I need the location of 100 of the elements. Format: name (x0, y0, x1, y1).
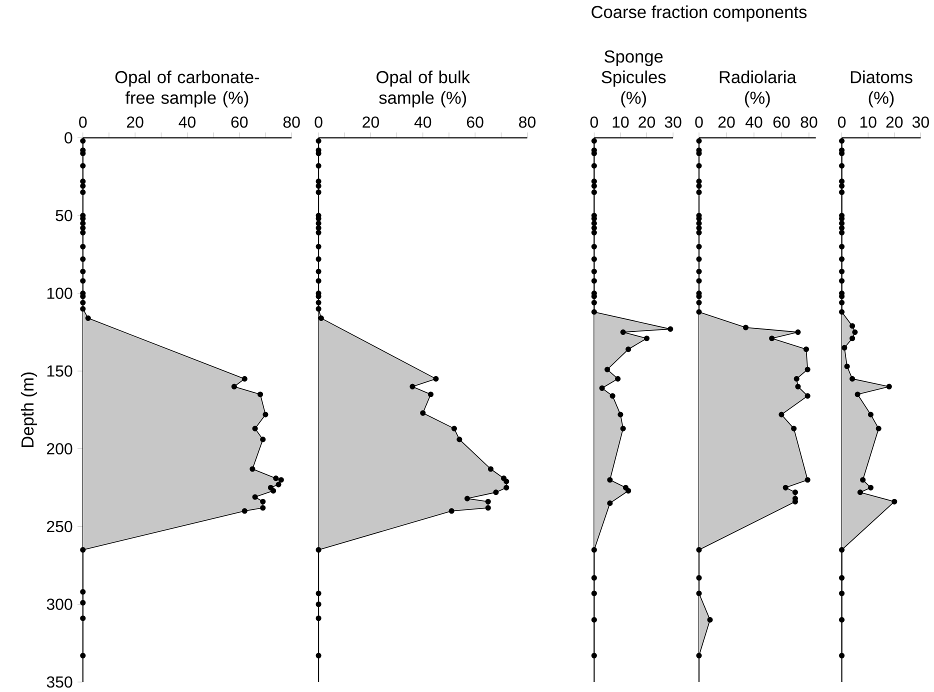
point (795, 329, 801, 335)
x-tick-label: 80 (283, 116, 300, 128)
point (842, 344, 848, 350)
point (839, 183, 845, 189)
point (792, 489, 798, 496)
point (591, 230, 597, 236)
point (604, 366, 610, 372)
x-tick-label: 40 (178, 116, 196, 128)
point (615, 376, 621, 382)
point (316, 615, 322, 622)
point (696, 278, 702, 284)
point (316, 268, 322, 274)
point (839, 178, 845, 184)
point (769, 336, 775, 342)
point (448, 508, 454, 514)
point (607, 477, 613, 483)
y-tick-label: 300 (46, 598, 72, 610)
point (504, 478, 510, 484)
point (868, 412, 874, 418)
point (839, 230, 845, 236)
x-tick-label: 10 (612, 116, 629, 128)
point (850, 336, 856, 342)
point (804, 366, 810, 372)
point (892, 498, 898, 504)
point (316, 183, 322, 189)
point (696, 178, 702, 184)
point (591, 178, 597, 184)
point (504, 484, 510, 490)
point (868, 484, 874, 490)
point (591, 278, 597, 284)
x-tick-label: 0 (79, 116, 87, 128)
point (428, 392, 434, 398)
point (316, 278, 322, 284)
point (839, 162, 845, 169)
point (668, 326, 674, 332)
point (433, 376, 439, 382)
point (839, 244, 845, 250)
point (839, 547, 845, 553)
point (493, 489, 499, 496)
point (591, 590, 597, 596)
x-axis-title: Radiolaria (%) (720, 70, 796, 108)
point (591, 575, 597, 581)
point (854, 392, 860, 398)
x-tick-label: 0 (590, 116, 598, 128)
point (591, 244, 597, 250)
point (794, 376, 800, 382)
point (839, 616, 845, 623)
point (591, 162, 597, 169)
point (626, 488, 632, 494)
point (791, 426, 797, 432)
point (316, 590, 322, 596)
point (778, 412, 784, 418)
x-tick-label: 40 (414, 116, 432, 128)
point (626, 346, 632, 352)
point (804, 393, 810, 399)
point (844, 364, 850, 370)
point (451, 426, 457, 432)
point (839, 189, 845, 195)
y-tick-label: 0 (64, 132, 72, 144)
point (696, 162, 702, 169)
point (839, 138, 845, 144)
y-tick-label: 100 (47, 288, 72, 299)
point (839, 256, 845, 262)
point (316, 601, 322, 608)
y-tick-label: 200 (46, 443, 72, 454)
point (696, 590, 702, 596)
point (850, 376, 856, 382)
point (591, 183, 597, 189)
x-tick-label: 20 (126, 116, 144, 128)
point (420, 410, 426, 416)
point (316, 256, 322, 262)
point (591, 189, 597, 195)
point (316, 230, 322, 236)
x-tick-label: 0 (695, 116, 703, 128)
point (696, 575, 702, 581)
point (316, 244, 322, 250)
point (316, 306, 322, 312)
x-tick-label: 60 (773, 116, 790, 128)
point (610, 393, 616, 399)
point (707, 616, 713, 623)
x-axis-title: Opal of carbonate-free sample (%) (115, 70, 260, 108)
point (485, 498, 491, 504)
y-tick-label: 150 (47, 365, 72, 377)
x-tick-label: 30 (912, 116, 929, 128)
point (644, 336, 650, 342)
y-tick-label: 250 (46, 520, 72, 532)
x-tick-label: 40 (745, 116, 762, 128)
x-tick-label: 60 (231, 116, 248, 128)
point (464, 496, 470, 502)
y-tick-label: 350 (46, 676, 72, 688)
point (742, 324, 749, 330)
point (696, 652, 702, 658)
point (591, 300, 597, 306)
point (620, 329, 626, 335)
point (839, 575, 845, 581)
point (852, 329, 858, 335)
point (886, 384, 892, 390)
point (591, 256, 597, 262)
point (696, 268, 702, 274)
point (795, 384, 801, 390)
